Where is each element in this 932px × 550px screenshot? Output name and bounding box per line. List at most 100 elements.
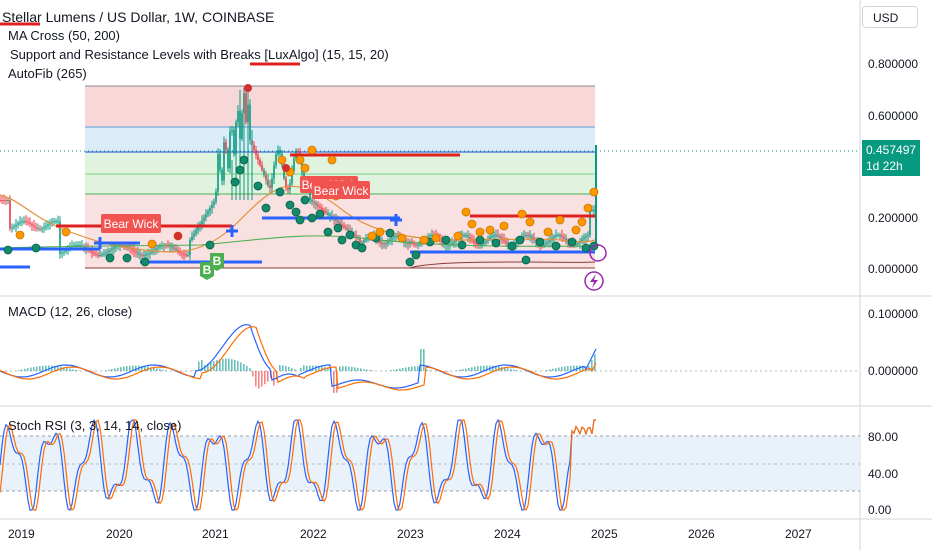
support-dot bbox=[295, 215, 305, 225]
candle-body bbox=[531, 236, 533, 238]
candle-body bbox=[503, 239, 505, 242]
macd-hist-bar bbox=[201, 359, 203, 371]
macd-hist-bar bbox=[192, 370, 194, 371]
macd-hist-bar bbox=[534, 371, 536, 372]
macd-hist-bar bbox=[228, 358, 230, 371]
candle-body bbox=[485, 240, 487, 243]
macd-hist-bar bbox=[564, 366, 566, 371]
macd-hist-bar bbox=[117, 367, 119, 371]
candle-body bbox=[387, 241, 389, 244]
macd-hist-bar bbox=[306, 365, 308, 371]
candle-body bbox=[47, 224, 49, 226]
macd-hist-bar bbox=[393, 369, 395, 371]
macd-hist-bar bbox=[222, 358, 224, 371]
candle-body bbox=[293, 158, 295, 172]
macd-hist-bar bbox=[54, 365, 56, 371]
candle-body bbox=[215, 191, 217, 202]
macd-hist-bar bbox=[120, 367, 122, 371]
lightning-icon[interactable] bbox=[584, 271, 604, 291]
resistance-dot bbox=[517, 209, 527, 219]
buy-badge-text-1: B bbox=[203, 263, 212, 277]
bear-wick-label-1[interactable]: Bear Wick bbox=[101, 214, 161, 233]
macd-hist-bar bbox=[444, 371, 446, 372]
candle-body bbox=[137, 252, 139, 254]
macd-hist-bar bbox=[285, 365, 287, 371]
candle-body bbox=[393, 236, 395, 238]
candle-body bbox=[79, 245, 81, 247]
candle-body bbox=[131, 248, 133, 251]
legend-macd[interactable]: MACD (12, 26, close) bbox=[8, 304, 133, 319]
candle-body bbox=[169, 245, 171, 247]
support-dot bbox=[337, 235, 347, 245]
legend-autofib[interactable]: AutoFib (265) bbox=[8, 66, 87, 81]
price-tick-4: 0.000000 bbox=[868, 262, 919, 276]
legend-sr-levels[interactable]: Support and Resistance Levels with Break… bbox=[10, 47, 389, 62]
candle-body bbox=[345, 227, 347, 229]
macd-hist-bar bbox=[363, 368, 365, 371]
macd-hist-bar bbox=[21, 369, 23, 371]
candle-body bbox=[33, 225, 35, 227]
resistance-dot bbox=[397, 233, 407, 243]
candle-body bbox=[477, 244, 479, 246]
bar-countdown: 1d 22h bbox=[866, 159, 903, 173]
candle-body bbox=[395, 236, 397, 238]
candle-body bbox=[287, 187, 289, 190]
currency-button[interactable]: USD bbox=[862, 6, 918, 28]
candle-body bbox=[525, 235, 527, 237]
year-2022: 2022 bbox=[300, 527, 327, 541]
candle-body bbox=[91, 251, 93, 253]
candle-body bbox=[311, 200, 313, 202]
candle-body bbox=[225, 142, 227, 150]
macd-hist-bar bbox=[465, 368, 467, 371]
ma-200-line bbox=[0, 235, 596, 249]
support-dot bbox=[345, 230, 355, 240]
candle-body bbox=[63, 251, 65, 253]
candle-body bbox=[101, 254, 103, 256]
resistance-dot bbox=[367, 231, 377, 241]
symbol-title[interactable]: Stellar Lumens / US Dollar, 1W, COINBASE bbox=[2, 9, 275, 25]
legend-stoch-rsi[interactable]: Stoch RSI (3, 3, 14, 14, close) bbox=[8, 418, 182, 433]
candle-body bbox=[497, 235, 499, 237]
macd-hist-bar bbox=[561, 366, 563, 371]
fib-zone-blue bbox=[85, 127, 595, 152]
macd-hist-bar bbox=[111, 369, 113, 371]
macd-line bbox=[0, 324, 597, 389]
candle-body bbox=[0, 200, 1, 201]
buy-badge-2[interactable]: B bbox=[210, 253, 224, 271]
bear-wick-label-3[interactable]: Bear Wick bbox=[312, 181, 370, 199]
macd-hist-bar bbox=[339, 366, 341, 371]
support-dot bbox=[230, 177, 240, 187]
candle-body bbox=[7, 200, 9, 201]
candle-body bbox=[359, 238, 361, 244]
candle-body bbox=[65, 249, 67, 252]
candle-body bbox=[555, 235, 557, 237]
candle-body bbox=[185, 254, 187, 256]
candle-body bbox=[157, 247, 159, 249]
macd-hist-bar bbox=[342, 366, 344, 371]
candle-body bbox=[27, 221, 29, 223]
candle-body bbox=[271, 178, 273, 188]
candle-body bbox=[217, 153, 219, 192]
candle-body bbox=[31, 223, 33, 226]
highlight-circle bbox=[589, 244, 607, 262]
macd-hist-bar bbox=[483, 365, 485, 371]
candle-body bbox=[219, 153, 221, 170]
resistance-dot bbox=[583, 203, 593, 213]
break-markers bbox=[94, 214, 402, 249]
candle-body bbox=[15, 224, 17, 227]
candle-body bbox=[223, 142, 225, 181]
support-dot bbox=[235, 165, 245, 175]
support-dot bbox=[323, 227, 333, 237]
macd-hist-bar bbox=[225, 358, 227, 371]
macd-hist-bar bbox=[288, 366, 290, 371]
candle-body bbox=[265, 175, 267, 180]
candle-body bbox=[429, 235, 431, 237]
legend-ma-cross[interactable]: MA Cross (50, 200) bbox=[8, 28, 120, 43]
candle-body bbox=[575, 244, 577, 246]
candle-body bbox=[447, 244, 449, 246]
macd-hist-bar bbox=[144, 366, 146, 371]
macd-hist-bar bbox=[348, 366, 350, 371]
macd-tick-2: 0.000000 bbox=[868, 364, 919, 378]
macd-hist-bar bbox=[141, 365, 143, 371]
